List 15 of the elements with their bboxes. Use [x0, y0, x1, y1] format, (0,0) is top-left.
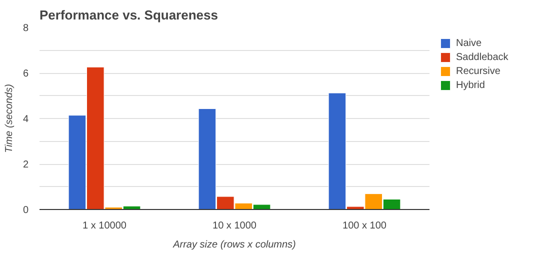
- y-tick-label: 0: [22, 205, 29, 216]
- legend-label: Naive: [456, 37, 482, 49]
- chart-title: Performance vs. Squareness: [40, 8, 218, 22]
- legend-label: Hybrid: [456, 79, 485, 91]
- x-tick-label: 1 x 10000: [82, 220, 127, 232]
- y-tick-label: 4: [22, 114, 29, 125]
- y-tick-label: 8: [22, 23, 29, 34]
- x-axis-title: Array size (rows x columns): [172, 240, 296, 250]
- x-tick-label: 100 x 100: [342, 220, 387, 232]
- y-tick-label: 6: [22, 68, 29, 80]
- legend-label: Saddleback: [456, 51, 508, 63]
- y-tick-label: 2: [22, 160, 29, 170]
- legend-label: Recursive: [456, 65, 500, 77]
- x-tick-label: 10 x 1000: [212, 220, 257, 232]
- y-axis-title: Time (seconds): [4, 84, 15, 153]
